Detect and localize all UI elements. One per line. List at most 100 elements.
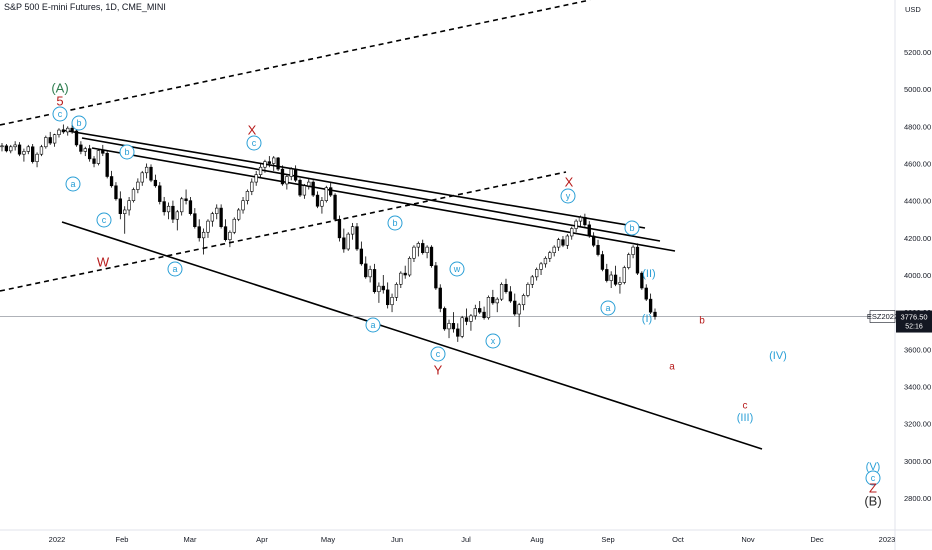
- candle-body: [83, 148, 87, 152]
- candle-body: [535, 269, 539, 278]
- current-price-value: 3776.50: [900, 313, 927, 322]
- candle-body: [9, 146, 13, 152]
- candle-body: [504, 283, 508, 293]
- candle-body: [171, 205, 175, 220]
- candle-body: [491, 296, 495, 304]
- currency-label: USD: [905, 5, 921, 14]
- time-axis[interactable]: [0, 530, 932, 550]
- time-tick-label: May: [321, 535, 335, 544]
- candle-body: [653, 311, 657, 317]
- candle-body: [289, 168, 293, 177]
- price-tick-label: 3200.00: [904, 420, 931, 429]
- wave-label: (II): [642, 268, 655, 280]
- trendline-3[interactable]: [91, 147, 676, 252]
- time-tick-label: Sep: [601, 535, 614, 544]
- wave-label: b: [699, 316, 705, 327]
- candle-body: [149, 166, 153, 181]
- price-tick-label: 4400.00: [904, 197, 931, 206]
- candle-body: [521, 295, 526, 306]
- dashed-channel-upper[interactable]: [0, 0, 591, 126]
- candle-body: [87, 148, 92, 160]
- candle-body: [70, 127, 74, 132]
- candle-body: [394, 283, 399, 298]
- wave-label: a: [605, 303, 610, 313]
- candle-body: [263, 161, 267, 168]
- candle-body: [548, 252, 552, 259]
- candle-body: [556, 239, 561, 248]
- candle-body: [486, 296, 491, 319]
- candle-body: [0, 145, 4, 148]
- candle-body: [250, 181, 254, 192]
- candle-body: [285, 176, 289, 185]
- candle-body: [460, 317, 464, 337]
- candle-body: [451, 323, 456, 330]
- candle-body: [223, 226, 228, 240]
- wave-label: (III): [737, 412, 754, 424]
- candle-body: [61, 129, 66, 133]
- wave-label-circle: [624, 220, 640, 236]
- candle-body: [236, 209, 241, 220]
- candle-body: [35, 153, 39, 162]
- candle-body: [158, 185, 162, 202]
- wave-label: a: [669, 362, 675, 373]
- candle-body: [4, 145, 9, 152]
- candle-body: [640, 272, 644, 289]
- candle-body: [565, 235, 570, 246]
- wave-label: W: [97, 255, 110, 270]
- price-tick-label: 5000.00: [904, 85, 931, 94]
- candle-body: [377, 285, 381, 293]
- time-tick-label: Nov: [741, 535, 755, 544]
- candle-body: [526, 283, 530, 296]
- wave-label: c: [252, 138, 257, 148]
- candle-body: [543, 257, 548, 265]
- wave-label-circle: [865, 470, 881, 486]
- candle-body: [180, 198, 184, 213]
- candle-body: [438, 287, 442, 309]
- candle-body: [364, 263, 368, 278]
- candle-body: [552, 246, 556, 253]
- price-axis[interactable]: [895, 0, 932, 550]
- candle-body: [407, 257, 412, 276]
- time-tick-label: 2022: [49, 535, 66, 544]
- wave-label: c: [743, 401, 748, 412]
- trendline-2[interactable]: [81, 137, 661, 242]
- current-price-badge[interactable]: [896, 310, 932, 333]
- candle-body: [464, 317, 469, 322]
- candle-body: [144, 166, 149, 174]
- candle-body: [447, 323, 451, 330]
- candle-body: [648, 298, 653, 313]
- candle-body: [215, 207, 219, 214]
- candle-body: [478, 308, 482, 313]
- candle-body: [307, 181, 311, 187]
- price-tick-label: 5200.00: [904, 48, 931, 57]
- trendline-lower[interactable]: [61, 221, 763, 450]
- candle-body: [26, 146, 30, 152]
- candle-body: [416, 243, 421, 248]
- wave-label-circle: [560, 188, 576, 204]
- wave-label-circle: [65, 176, 81, 192]
- candle-body: [131, 189, 136, 201]
- candle-body: [622, 267, 626, 283]
- dashed-channel-lower[interactable]: [0, 171, 567, 292]
- trendline-1[interactable]: [61, 129, 646, 229]
- wave-label-circle: [485, 333, 501, 349]
- wave-label-circle: [119, 144, 135, 160]
- wave-label: w: [453, 264, 461, 274]
- candle-body: [267, 161, 271, 164]
- candle-body: [320, 200, 324, 207]
- candle-body: [241, 200, 245, 211]
- wave-label: a: [370, 320, 375, 330]
- wave-label: c: [436, 349, 441, 359]
- wave-label: Z: [869, 481, 877, 496]
- candle-body: [315, 194, 320, 207]
- candle-body: [219, 207, 223, 227]
- candle-body: [44, 137, 48, 148]
- candle-body: [425, 246, 429, 253]
- price-tick-label: 4800.00: [904, 122, 931, 131]
- candle-body: [350, 226, 355, 235]
- price-tick-label: 4600.00: [904, 160, 931, 169]
- candle-body: [127, 200, 131, 211]
